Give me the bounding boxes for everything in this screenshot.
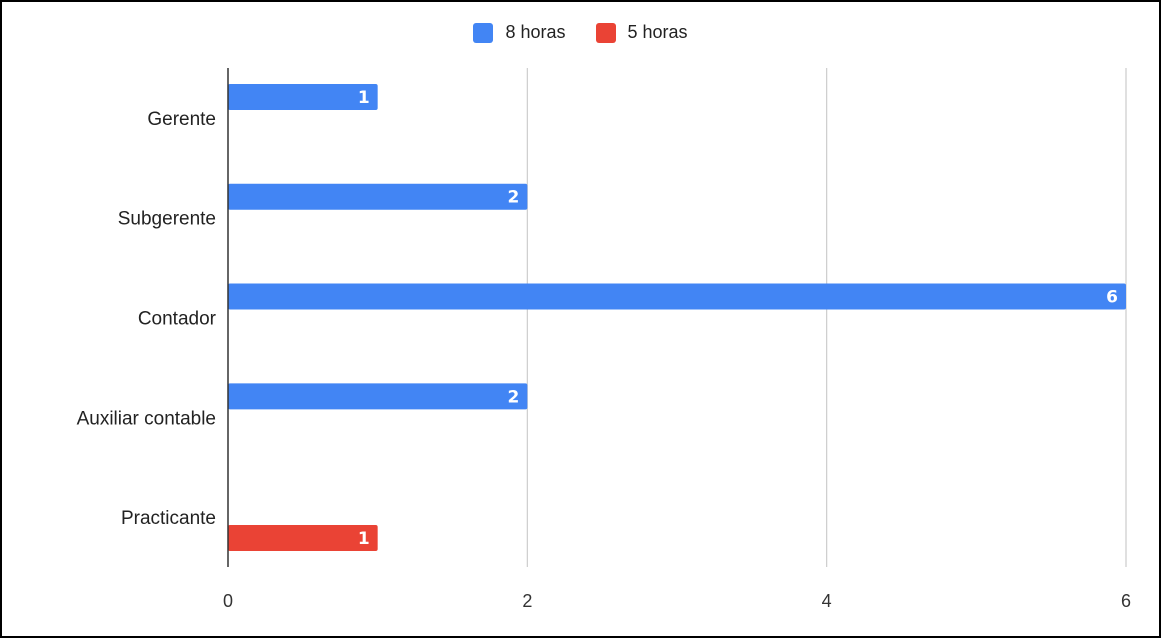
- legend-label-5-horas: 5 horas: [627, 22, 688, 42]
- bar-8-horas-auxiliar-contable: [228, 383, 528, 410]
- category-label-subgerente: Subgerente: [118, 209, 216, 230]
- legend-item-5-horas[interactable]: 5 horas: [595, 22, 688, 43]
- chart-legend: 8 horas 5 horas: [2, 22, 1159, 43]
- data-label-8-horas-contador: 6: [1106, 288, 1118, 308]
- category-label-contador: Contador: [138, 309, 217, 330]
- data-label-8-horas-auxiliar-contable: 2: [507, 387, 519, 407]
- bar-8-horas-contador: [228, 283, 1126, 310]
- data-label-8-horas-subgerente: 2: [507, 188, 519, 208]
- legend-swatch-8-horas: [473, 22, 494, 43]
- category-label-auxiliar-contable: Auxiliar contable: [77, 408, 216, 429]
- category-label-practicante: Practicante: [121, 508, 216, 529]
- bar-8-horas-gerente: [228, 83, 378, 110]
- data-label-8-horas-gerente: 1: [358, 88, 370, 108]
- x-tick-label-2: 2: [522, 591, 532, 611]
- x-tick-label-6: 6: [1121, 591, 1131, 611]
- category-label-gerente: Gerente: [147, 109, 216, 130]
- x-tick-label-4: 4: [822, 591, 832, 611]
- legend-item-8-horas[interactable]: 8 horas: [473, 22, 566, 43]
- bar-8-horas-subgerente: [228, 183, 528, 210]
- data-label-5-horas-practicante: 1: [358, 529, 370, 549]
- bar-5-horas-practicante: [228, 525, 378, 552]
- legend-label-8-horas: 8 horas: [505, 22, 566, 42]
- legend-swatch-5-horas: [595, 22, 616, 43]
- x-tick-label-0: 0: [223, 591, 233, 611]
